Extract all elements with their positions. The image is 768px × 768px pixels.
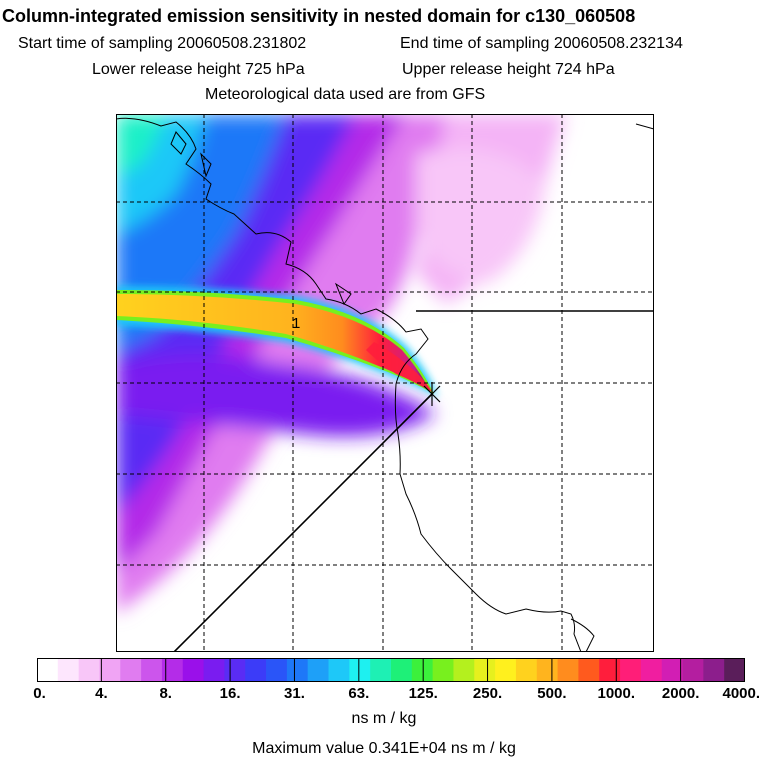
colorbar-tick-label: 4. (95, 685, 108, 702)
colorbar-tick-label: 4000. (722, 685, 761, 702)
colorbar-tick-label: 0. (33, 685, 46, 702)
sensitivity-map: 1 (116, 114, 654, 652)
colorbar-cell (474, 658, 496, 682)
colorbar-cell (515, 658, 538, 682)
colorbar-tick-label: 2000. (661, 685, 700, 702)
colorbar-tick-label: 1000. (597, 685, 636, 702)
release-point-marker (423, 382, 441, 406)
colorbar-cell (682, 658, 704, 682)
end-time-label: End time of sampling 20060508.232134 (400, 35, 683, 52)
colorbar-cell (37, 658, 59, 682)
maximum-value-label: Maximum value 0.341E+04 ns m / kg (252, 740, 516, 757)
colorbar-cell (724, 658, 745, 682)
colorbar-cell (599, 658, 621, 682)
coastline (116, 117, 654, 652)
colorbar-cell (328, 658, 350, 682)
colorbar-units: ns m / kg (351, 710, 417, 727)
colorbar-tick-label: 31. (284, 685, 305, 702)
colorbar-cell (161, 658, 184, 682)
colorbar-cell (286, 658, 309, 682)
colorbar-cell (432, 658, 455, 682)
colorbar-cell (99, 658, 121, 682)
colorbar-cell (78, 658, 101, 682)
colorbar-tick-label: 500. (537, 685, 567, 702)
colorbar-cell (495, 658, 517, 682)
lat-lon-grid (116, 114, 654, 652)
colorbar-cell (411, 658, 434, 682)
colorbar-cell (557, 658, 580, 682)
colorbar-cell (224, 658, 246, 682)
colorbar-cell (349, 658, 371, 682)
colorbar-cell (578, 658, 600, 682)
start-time-label: Start time of sampling 20060508.231802 (18, 35, 307, 52)
map-frame (116, 114, 654, 652)
colorbar-tick-label: 63. (348, 685, 370, 702)
colorbar-cell (141, 658, 163, 682)
colorbar-cell (391, 658, 413, 682)
plume-label: 1 (292, 315, 300, 332)
lower-release-label: Lower release height 725 hPa (92, 61, 305, 78)
upper-release-label: Upper release height 724 hPa (402, 61, 615, 78)
colorbar-cell (703, 658, 725, 682)
colorbar-tick-label: 125. (408, 685, 438, 702)
figure-title: Column-integrated emission sensitivity i… (2, 6, 636, 26)
colorbar-cell (536, 658, 559, 682)
colorbar-cell (245, 658, 267, 682)
colorbar-cell (661, 658, 684, 682)
colorbar-cell (120, 658, 142, 682)
flight-track (173, 310, 654, 652)
colorbar-cell (182, 658, 205, 682)
met-data-label: Meteorological data used are from GFS (205, 86, 486, 103)
colorbar-cell (453, 658, 475, 682)
colorbar-cell (620, 658, 642, 682)
colorbar-cell (203, 658, 226, 682)
colorbar-cell (370, 658, 392, 682)
colorbar-tick-label: 8. (159, 685, 172, 702)
colorbar-cell (640, 658, 663, 682)
colorbar-cell (57, 658, 80, 682)
colorbar (37, 658, 745, 682)
colorbar-cell (266, 658, 288, 682)
colorbar-tick-label: 250. (472, 685, 503, 702)
colorbar-cell (307, 658, 330, 682)
colorbar-tick-label: 16. (219, 685, 241, 702)
